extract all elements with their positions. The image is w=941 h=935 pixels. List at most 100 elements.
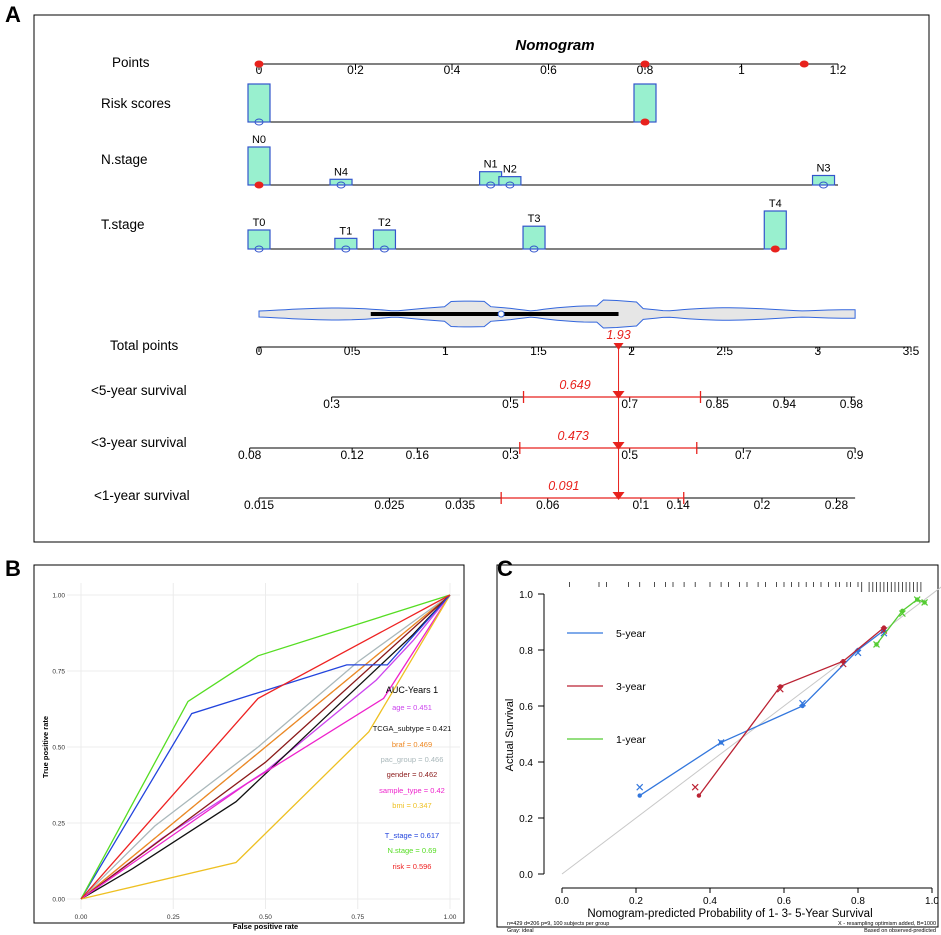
- roc-curve: [80, 594, 451, 900]
- level-label: T2: [378, 217, 391, 229]
- calib-x-tick-label: 0.0: [555, 896, 569, 907]
- survival-tick-label: 0.5: [502, 397, 519, 411]
- calib-y-tick-label: 1.0: [519, 590, 533, 601]
- panel-b-frame: [33, 564, 465, 924]
- total-points-tick-label: 3.5: [903, 344, 920, 358]
- survival-tick-label: 0.28: [825, 498, 849, 512]
- survival-tick-label: 0.85: [706, 397, 730, 411]
- level-bar: [498, 176, 522, 186]
- roc-y-tick-label: 0.50: [52, 745, 65, 752]
- calib-corrected-marker: [873, 640, 880, 648]
- level-marker: [819, 181, 829, 189]
- calib-legend-label: 5-year: [616, 628, 646, 640]
- points-tick-label: 0.2: [347, 63, 364, 77]
- calib-corrected-marker: [921, 598, 929, 606]
- survival-value: 0.473: [558, 429, 589, 443]
- survival-tick-label: 0.08: [238, 448, 262, 462]
- roc-curve: [80, 594, 451, 900]
- points-marker: [254, 60, 264, 68]
- total-points-tick-label: 2.5: [716, 344, 733, 358]
- level-marker: [379, 245, 389, 253]
- level-label: N4: [334, 166, 348, 178]
- calib-corrected-marker: [913, 596, 921, 604]
- level-marker: [529, 245, 539, 253]
- calib-x-tick-label: 0.2: [629, 896, 643, 907]
- calib-curve: [698, 627, 885, 796]
- points-tick-label: 0.8: [637, 63, 654, 77]
- calib-curve: [875, 598, 925, 645]
- roc-curve: [80, 594, 451, 900]
- nomogram-title: Nomogram: [515, 37, 594, 54]
- points-label: Points: [112, 55, 150, 70]
- level-marker: [254, 118, 264, 126]
- survival-axis-label: <5-year survival: [91, 383, 187, 398]
- calib-corrected-marker: [717, 738, 725, 746]
- level-marker: [505, 181, 515, 189]
- level-selected-marker: [640, 118, 650, 126]
- level-label: N3: [816, 163, 830, 175]
- total-points-tick-label: 2: [628, 344, 635, 358]
- roc-legend-entry: bmi = 0.347: [392, 801, 431, 810]
- panel-label-a: A: [5, 2, 21, 27]
- calib-corrected-marker: [898, 610, 906, 618]
- level-bar: [811, 174, 836, 186]
- calib-curve: [639, 629, 885, 797]
- level-marker: [341, 245, 351, 253]
- survival-tick-label: 0.1: [633, 498, 650, 512]
- points-marker: [799, 60, 809, 68]
- calib-legend-label: 3-year: [616, 681, 646, 693]
- level-label: N2: [503, 164, 517, 176]
- roc-legend-entry: T_stage = 0.617: [385, 831, 439, 840]
- level-marker: [254, 245, 264, 253]
- survival-marker: [612, 492, 625, 500]
- roc-legend-entry: age = 0.451: [392, 703, 432, 712]
- total-points-tick-label: 0.5: [344, 344, 361, 358]
- total-points-tick-label: 0: [256, 344, 263, 358]
- roc-curve: [80, 594, 451, 900]
- level-bar: [372, 229, 397, 250]
- survival-axis-label: <1-year survival: [94, 488, 190, 503]
- calib-corrected-marker: [799, 699, 806, 707]
- survival-tick-label: 0.7: [621, 397, 638, 411]
- panel-a-frame: [33, 14, 930, 543]
- survival-tick-label: 0.2: [754, 498, 771, 512]
- roc-legend-title: AUC-Years 1: [386, 685, 438, 695]
- survival-marker: [612, 442, 625, 450]
- roc-curve: [80, 594, 451, 900]
- total-points-tick-label: 1: [442, 344, 449, 358]
- calib-x-tick-label: 0.6: [777, 896, 791, 907]
- level-label: N0: [252, 134, 266, 146]
- calib-corrected-marker: [839, 660, 847, 668]
- roc-legend-entry: sample_type = 0.42: [379, 786, 445, 795]
- level-bar: [522, 225, 546, 250]
- roc-curve: [80, 594, 451, 900]
- level-selected-marker: [254, 181, 264, 189]
- roc-y-tick-label: 0.75: [52, 669, 65, 676]
- calib-legend-label: 1-year: [616, 734, 646, 746]
- points-tick-label: 0.4: [444, 63, 461, 77]
- roc-y-tick-label: 0.25: [52, 821, 65, 828]
- roc-x-tick-label: 0.00: [75, 914, 88, 921]
- roc-curve: [80, 594, 451, 900]
- calib-y-tick-label: 0.8: [519, 646, 533, 657]
- roc-x-tick-label: 0.50: [259, 914, 272, 921]
- survival-tick-label: 0.035: [445, 498, 475, 512]
- survival-tick-label: 0.015: [244, 498, 274, 512]
- points-tick-label: 1.2: [830, 63, 847, 77]
- roc-legend-entry: pac_group = 0.466: [381, 755, 444, 764]
- calib-footer-left: Gray: ideal: [507, 928, 534, 934]
- survival-tick-label: 0.98: [840, 397, 864, 411]
- survival-value: 0.091: [548, 479, 579, 493]
- points-marker: [640, 60, 650, 68]
- points-tick-label: 0.6: [540, 63, 557, 77]
- roc-x-label: False positive rate: [233, 922, 298, 931]
- roc-legend-entry: braf = 0.469: [392, 740, 432, 749]
- survival-tick-label: 0.025: [374, 498, 404, 512]
- level-selected-marker: [770, 245, 780, 253]
- level-label: N1: [484, 159, 498, 171]
- calib-point: [637, 793, 642, 798]
- level-marker: [486, 181, 496, 189]
- points-tick-label: 0: [256, 63, 263, 77]
